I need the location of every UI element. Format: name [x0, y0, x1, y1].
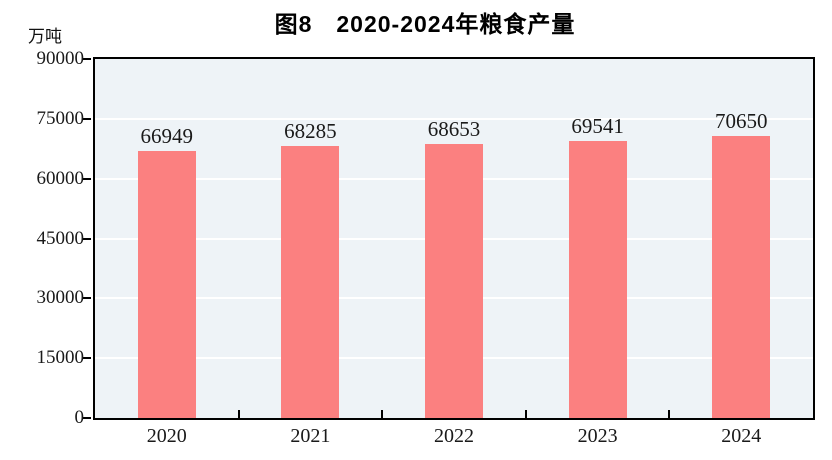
x-boundary-tick-1	[237, 410, 240, 418]
chart-title: 图8 2020-2024年粮食产量	[274, 11, 576, 37]
y-tick-0	[83, 417, 91, 419]
plot-area	[93, 57, 815, 420]
y-tick-label-15000: 15000	[36, 347, 85, 369]
y-tick-60000	[83, 177, 91, 180]
value-label-2020: 66949	[140, 123, 194, 148]
y-tick-30000	[83, 297, 91, 300]
bar-2020	[137, 150, 196, 418]
x-tick-label-2023: 2023	[577, 425, 618, 447]
bar-2022	[425, 144, 483, 418]
y-tick-label-60000: 60000	[36, 167, 85, 189]
bar-2024	[712, 136, 771, 418]
value-label-2023: 69541	[571, 113, 624, 138]
value-label-2021: 68285	[284, 118, 337, 143]
x-tick-label-2021: 2021	[290, 425, 331, 447]
value-label-2024: 70650	[714, 109, 768, 134]
x-tick-label-2022: 2022	[434, 425, 474, 447]
x-boundary-tick-3	[524, 410, 527, 418]
y-tick-label-30000: 30000	[36, 287, 85, 309]
x-boundary-tick-2	[381, 410, 384, 418]
y-tick-label-90000: 90000	[36, 48, 85, 69]
value-label-2022: 68653	[427, 117, 481, 142]
bar-2023	[568, 140, 627, 418]
y-tick-label-0: 0	[74, 407, 85, 428]
gridline-75000	[95, 117, 813, 120]
y-tick-15000	[83, 357, 91, 360]
y-tick-label-45000: 45000	[36, 227, 85, 249]
y-tick-label-75000: 75000	[36, 107, 85, 129]
x-boundary-tick-4	[668, 410, 671, 418]
x-tick-label-2024: 2024	[721, 425, 762, 447]
y-tick-75000	[83, 117, 91, 120]
y-tick-45000	[83, 237, 91, 240]
x-tick-label-2020: 2020	[146, 425, 187, 447]
y-axis-unit-label: 万吨	[28, 27, 62, 46]
bar-2021	[281, 145, 340, 418]
y-tick-90000	[83, 58, 91, 60]
